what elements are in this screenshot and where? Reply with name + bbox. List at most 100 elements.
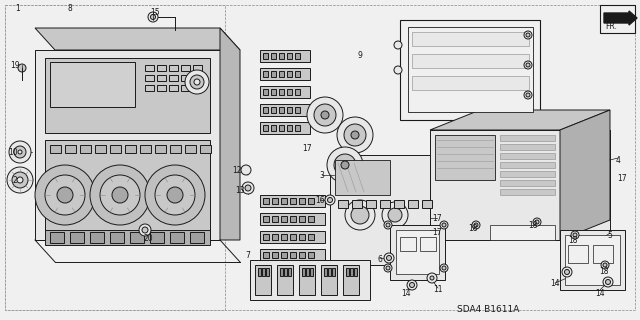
Bar (272, 198, 278, 204)
Bar (281, 234, 287, 240)
Polygon shape (430, 110, 610, 130)
Bar (169, 85, 178, 91)
Bar (266, 268, 269, 276)
Bar (332, 268, 335, 276)
Circle shape (394, 66, 402, 74)
Bar (500, 171, 555, 177)
Bar (290, 252, 296, 258)
Text: 11: 11 (433, 285, 443, 294)
Circle shape (325, 195, 335, 205)
Bar (396, 230, 439, 274)
Bar (400, 20, 540, 120)
Bar (260, 86, 310, 98)
Circle shape (190, 75, 204, 89)
Bar (290, 234, 296, 240)
Circle shape (351, 206, 369, 224)
Bar (500, 144, 555, 150)
Bar (295, 53, 300, 59)
Circle shape (142, 227, 148, 233)
Bar (281, 252, 287, 258)
Bar (295, 107, 300, 113)
Bar (272, 234, 278, 240)
Bar (308, 216, 314, 222)
Circle shape (430, 276, 434, 280)
Circle shape (386, 223, 390, 227)
Bar (169, 65, 178, 71)
Text: 18: 18 (468, 223, 477, 233)
Bar (328, 268, 331, 276)
Bar (125, 145, 136, 153)
Circle shape (605, 279, 611, 284)
Text: 17: 17 (432, 213, 442, 222)
Circle shape (45, 175, 85, 215)
Bar (565, 235, 620, 285)
Bar (281, 198, 287, 204)
Circle shape (314, 104, 336, 126)
Text: 18: 18 (599, 268, 609, 276)
Bar (157, 65, 166, 71)
Bar (408, 27, 533, 112)
Bar (366, 200, 376, 208)
Bar (288, 268, 291, 276)
Circle shape (345, 200, 375, 230)
Circle shape (100, 175, 140, 215)
Bar (258, 268, 261, 276)
Bar (260, 122, 310, 134)
Bar (70, 232, 84, 243)
Circle shape (242, 182, 254, 194)
Text: 10: 10 (8, 148, 18, 156)
Bar (185, 145, 196, 153)
Bar (422, 200, 432, 208)
Circle shape (526, 63, 530, 67)
Bar (193, 65, 202, 71)
Bar (170, 232, 184, 243)
Text: 18: 18 (528, 220, 538, 229)
Bar (263, 216, 269, 222)
Bar (200, 145, 211, 153)
Bar (279, 53, 284, 59)
Circle shape (407, 280, 417, 290)
Text: 17: 17 (617, 173, 627, 182)
Bar (65, 145, 76, 153)
Bar (308, 198, 314, 204)
Bar (346, 268, 349, 276)
Circle shape (337, 117, 373, 153)
Bar (263, 107, 268, 113)
Text: 4: 4 (616, 156, 620, 164)
Text: 15: 15 (150, 7, 160, 17)
Bar (308, 234, 314, 240)
Bar (140, 145, 151, 153)
Circle shape (90, 165, 150, 225)
Circle shape (564, 269, 570, 275)
Circle shape (167, 187, 183, 203)
Circle shape (472, 221, 480, 229)
Circle shape (341, 161, 349, 169)
Bar (35, 50, 220, 240)
Bar (110, 145, 121, 153)
Bar (279, 107, 284, 113)
Circle shape (442, 223, 446, 227)
Bar (50, 232, 64, 243)
Bar (593, 245, 613, 263)
Bar (145, 65, 154, 71)
Bar (287, 53, 292, 59)
Bar (338, 200, 348, 208)
Bar (321, 265, 337, 295)
Bar (145, 75, 154, 81)
Text: 3: 3 (319, 171, 324, 180)
Bar (181, 65, 190, 71)
Circle shape (14, 146, 26, 158)
Circle shape (562, 267, 572, 277)
Circle shape (427, 273, 437, 283)
Circle shape (112, 187, 128, 203)
Text: 13: 13 (235, 186, 245, 195)
Bar (50, 62, 135, 107)
Bar (299, 252, 305, 258)
Bar (263, 234, 269, 240)
Bar (110, 232, 124, 243)
Bar (272, 252, 278, 258)
Circle shape (328, 197, 333, 203)
Bar (435, 135, 495, 180)
Text: 16: 16 (315, 196, 325, 204)
Bar (271, 89, 276, 95)
